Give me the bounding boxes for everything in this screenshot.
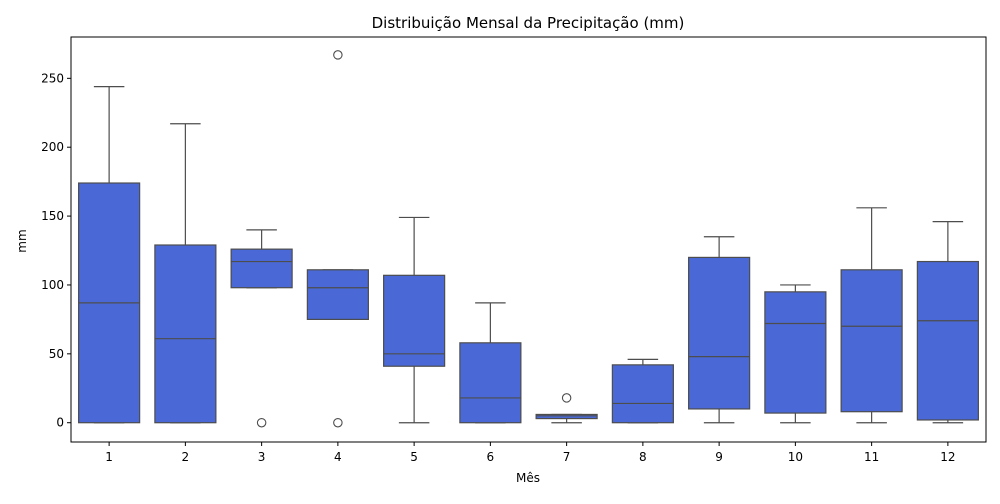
box-10 [764, 291, 827, 414]
x-tick-label-11: 11 [864, 450, 879, 464]
y-tick-label-250: 250 [41, 71, 64, 85]
x-tick-label-12: 12 [940, 450, 955, 464]
y-tick-label-100: 100 [41, 278, 64, 292]
x-tick-label-10: 10 [788, 450, 803, 464]
box-12 [916, 260, 979, 421]
x-tick-label-4: 4 [334, 450, 342, 464]
x-tick-label-9: 9 [715, 450, 723, 464]
y-axis-label: mm [15, 229, 29, 252]
plot-frame [70, 36, 987, 443]
outlier-point-3-0 [256, 417, 267, 428]
x-tick-label-1: 1 [105, 450, 113, 464]
y-tick-label-200: 200 [41, 140, 64, 154]
x-tick-label-2: 2 [182, 450, 190, 464]
box-2 [154, 244, 217, 424]
box-8 [611, 364, 674, 424]
x-tick-label-6: 6 [487, 450, 495, 464]
x-tick-label-7: 7 [563, 450, 571, 464]
box-5 [383, 274, 446, 367]
chart-title: Distribuição Mensal da Precipitação (mm) [372, 14, 685, 32]
y-tick-label-0: 0 [56, 416, 64, 430]
box-6 [459, 342, 522, 424]
x-tick-label-5: 5 [410, 450, 418, 464]
outlier-point-7-0 [561, 393, 572, 403]
x-tick-label-8: 8 [639, 450, 647, 464]
x-axis-label: Mês [516, 471, 540, 485]
outlier-point-4-0 [333, 50, 343, 60]
y-tick-label-150: 150 [41, 209, 64, 223]
box-4 [306, 269, 369, 320]
box-3 [230, 248, 293, 289]
box-9 [688, 256, 751, 410]
x-tick-label-3: 3 [258, 450, 266, 464]
box-11 [840, 269, 903, 413]
y-tick-label-50: 50 [49, 347, 64, 361]
outlier-point-4-1 [333, 417, 343, 428]
box-7 [535, 413, 598, 420]
